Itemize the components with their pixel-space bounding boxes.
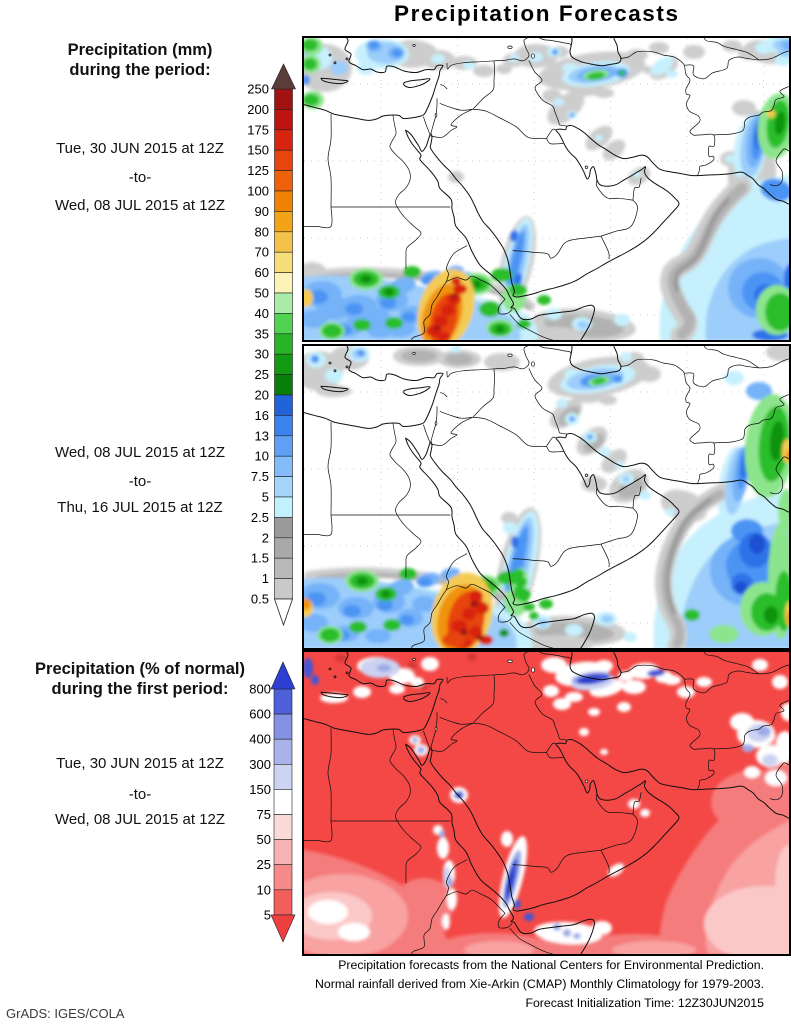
svg-text:150: 150 bbox=[249, 782, 271, 797]
svg-text:50: 50 bbox=[257, 832, 271, 847]
svg-text:10: 10 bbox=[255, 449, 269, 464]
svg-text:200: 200 bbox=[247, 102, 269, 117]
svg-text:2: 2 bbox=[262, 530, 269, 545]
svg-text:250: 250 bbox=[247, 82, 269, 97]
svg-text:90: 90 bbox=[255, 204, 269, 219]
svg-text:1: 1 bbox=[262, 571, 269, 586]
svg-text:70: 70 bbox=[255, 245, 269, 260]
svg-text:16: 16 bbox=[255, 408, 269, 423]
svg-text:13: 13 bbox=[255, 428, 269, 443]
svg-text:125: 125 bbox=[247, 163, 269, 178]
svg-text:800: 800 bbox=[249, 682, 271, 697]
svg-text:2.5: 2.5 bbox=[251, 510, 269, 525]
svg-text:175: 175 bbox=[247, 122, 269, 137]
svg-text:40: 40 bbox=[255, 306, 269, 321]
svg-text:1.5: 1.5 bbox=[251, 551, 269, 566]
svg-text:5: 5 bbox=[264, 907, 271, 922]
svg-text:30: 30 bbox=[255, 347, 269, 362]
svg-text:80: 80 bbox=[255, 224, 269, 239]
svg-text:60: 60 bbox=[255, 265, 269, 280]
svg-text:150: 150 bbox=[247, 143, 269, 158]
svg-text:10: 10 bbox=[257, 882, 271, 897]
svg-text:100: 100 bbox=[247, 184, 269, 199]
svg-text:25: 25 bbox=[255, 367, 269, 382]
svg-text:25: 25 bbox=[257, 857, 271, 872]
svg-text:7.5: 7.5 bbox=[251, 469, 269, 484]
svg-text:600: 600 bbox=[249, 707, 271, 722]
svg-text:20: 20 bbox=[255, 388, 269, 403]
svg-text:50: 50 bbox=[255, 286, 269, 301]
svg-text:300: 300 bbox=[249, 757, 271, 772]
svg-text:35: 35 bbox=[255, 326, 269, 341]
svg-text:400: 400 bbox=[249, 732, 271, 747]
svg-text:75: 75 bbox=[257, 807, 271, 822]
svg-text:5: 5 bbox=[262, 490, 269, 505]
svg-text:0.5: 0.5 bbox=[251, 592, 269, 607]
